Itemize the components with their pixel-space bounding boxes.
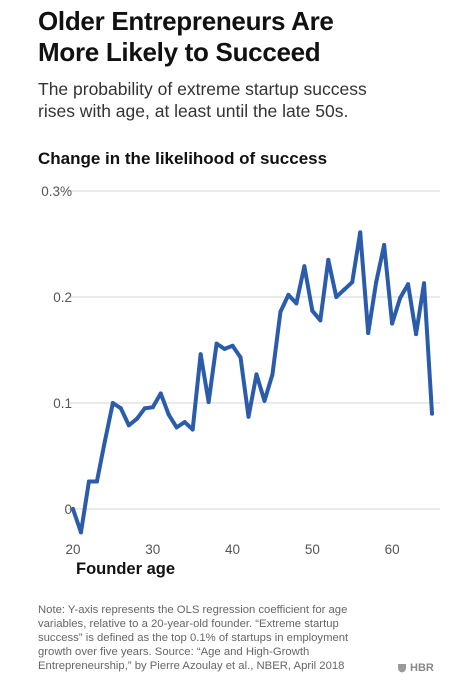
data-point-age-37	[206, 399, 211, 404]
data-point-age-46	[278, 309, 283, 314]
data-point-age-65	[430, 411, 435, 416]
y-tick-label: 0.1	[53, 396, 72, 411]
data-point-age-45	[270, 372, 275, 377]
line-chart: 0 0.1 0.2 0.3% 20 30 40 50 60	[41, 184, 440, 557]
data-point-age-28	[134, 416, 139, 421]
data-point-age-35	[190, 427, 195, 432]
subtitle-line-2: rises with age, at least until the late …	[38, 101, 349, 121]
chart-title: Change in the likelihood of success	[38, 149, 328, 168]
figure-subtitle: The probability of extreme startup succe…	[38, 78, 458, 122]
data-point-age-31	[158, 391, 163, 396]
data-point-age-29	[142, 406, 147, 411]
data-point-age-49	[302, 264, 307, 269]
x-tick-labels: 20 30 40 50 60	[65, 542, 399, 557]
figure-title: Older Entrepreneurs Are More Likely to S…	[38, 6, 458, 68]
x-tick-label: 50	[305, 542, 320, 557]
grid-layer	[68, 190, 440, 510]
data-point-age-44	[262, 398, 267, 403]
data-point-age-38	[214, 341, 219, 346]
logo-text: HBR	[410, 662, 434, 674]
data-point-age-62	[406, 282, 411, 287]
data-point-age-23	[94, 479, 99, 484]
note-line-2: variables, relative to a 20-year-old fou…	[38, 618, 339, 630]
data-point-age-61	[398, 296, 403, 301]
x-tick-label: 60	[385, 542, 400, 557]
data-point-age-33	[174, 425, 179, 430]
data-point-age-50	[310, 308, 315, 313]
data-point-age-57	[366, 331, 371, 336]
x-tick-label: 20	[65, 542, 80, 557]
data-point-age-20	[70, 507, 75, 511]
y-tick-label: 0.3%	[41, 184, 72, 199]
data-point-age-24	[102, 439, 107, 444]
data-point-age-48	[294, 301, 299, 306]
y-tick-label: 0	[64, 502, 72, 517]
data-point-age-25	[110, 401, 115, 405]
data-point-age-56	[358, 230, 363, 235]
data-point-age-41	[238, 355, 243, 360]
data-points	[70, 230, 435, 535]
note-line-4: growth over five years. Source: “Age and…	[38, 646, 310, 658]
data-point-age-26	[118, 406, 123, 411]
data-point-age-47	[286, 292, 291, 297]
data-point-age-58	[374, 280, 379, 285]
x-tick-label: 40	[225, 542, 240, 557]
data-point-age-36	[198, 352, 203, 357]
data-point-age-53	[334, 295, 339, 299]
y-tick-label: 0.2	[53, 290, 72, 305]
data-point-age-22	[86, 479, 91, 484]
data-point-age-64	[422, 281, 427, 286]
data-point-age-27	[126, 423, 131, 428]
x-axis-label: Founder age	[76, 560, 176, 578]
subtitle-line-1: The probability of extreme startup succe…	[38, 79, 367, 99]
data-point-age-40	[230, 343, 235, 348]
y-tick-labels: 0 0.1 0.2 0.3%	[41, 184, 72, 517]
data-point-age-60	[390, 321, 395, 326]
data-point-age-63	[414, 332, 419, 337]
data-point-age-21	[78, 530, 83, 535]
data-point-age-30	[150, 405, 155, 410]
data-point-age-52	[326, 257, 331, 262]
data-point-age-51	[318, 318, 323, 323]
hbr-logo: HBR	[397, 662, 434, 674]
data-point-age-42	[246, 414, 251, 419]
title-line-2: More Likely to Succeed	[38, 37, 321, 67]
source-note: Note: Y-axis represents the OLS regressi…	[38, 603, 408, 673]
note-line-5: Entrepreneurship,” by Pierre Azoulay et …	[38, 660, 345, 672]
shield-icon	[398, 664, 406, 673]
series-line-likelihood	[70, 230, 435, 535]
data-point-age-32	[166, 412, 171, 417]
data-point-age-43	[254, 372, 259, 377]
data-point-age-59	[382, 243, 387, 248]
data-point-age-54	[342, 287, 347, 292]
title-line-1: Older Entrepreneurs Are	[38, 6, 334, 36]
x-tick-label: 30	[145, 542, 160, 557]
data-point-age-55	[350, 280, 355, 285]
note-line-3: success” is defined as the top 0.1% of s…	[38, 632, 349, 644]
data-point-age-39	[222, 346, 227, 351]
note-line-1: Note: Y-axis represents the OLS regressi…	[38, 604, 348, 616]
data-point-age-34	[182, 420, 187, 425]
